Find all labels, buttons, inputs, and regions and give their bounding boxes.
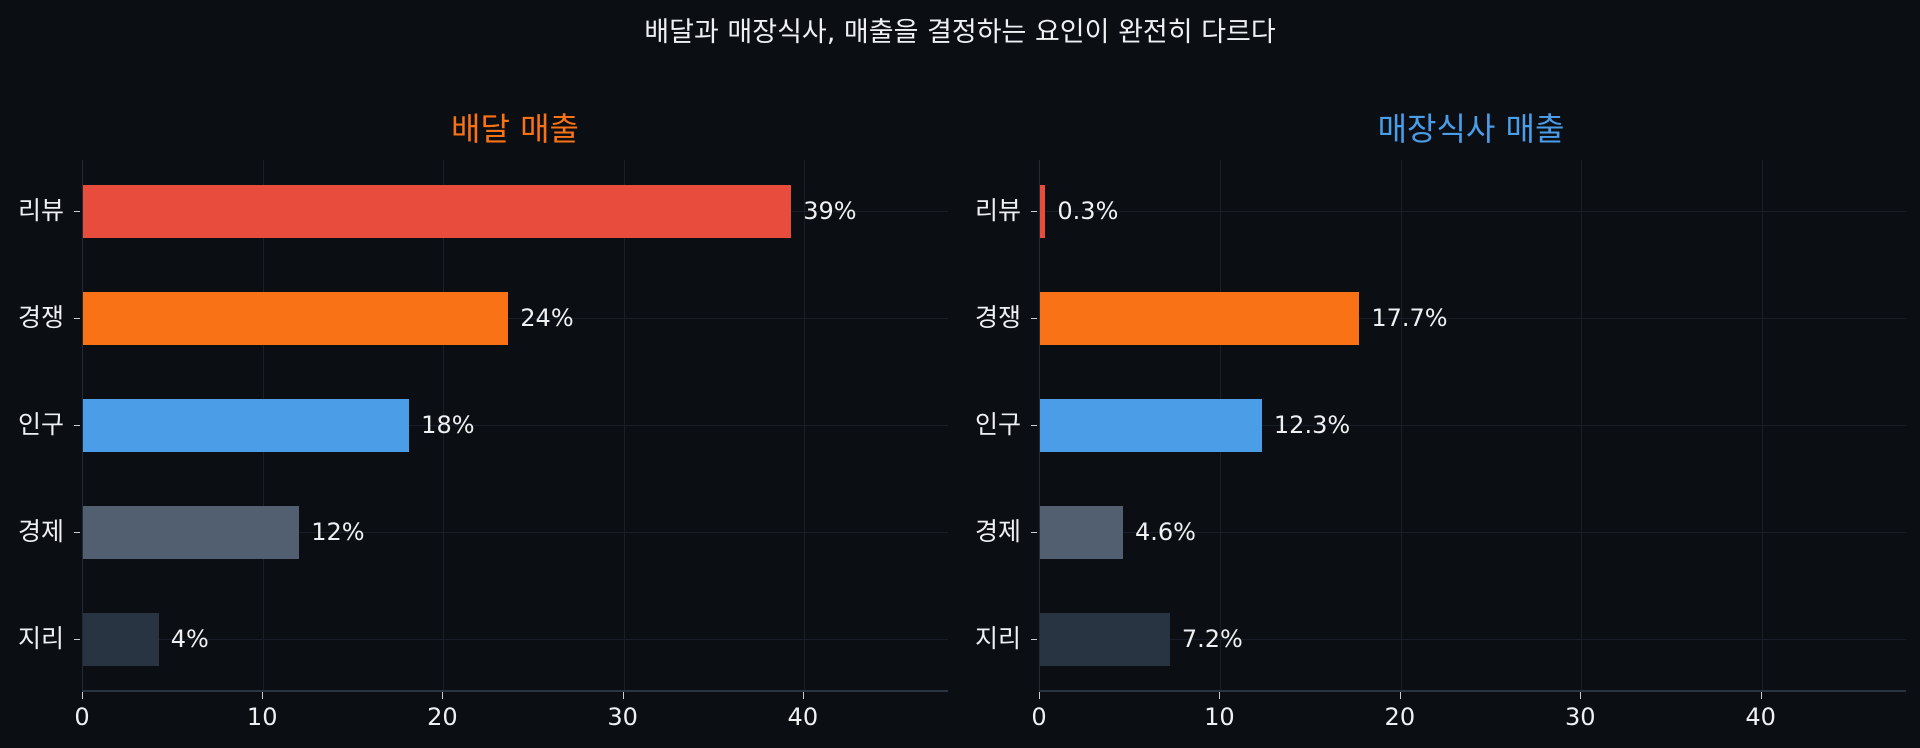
delivery-bar-review — [83, 185, 792, 238]
dinein-value-label-review: 0.3% — [1057, 197, 1119, 225]
dinein-category-label-geography: 지리 — [974, 624, 1021, 653]
x-tick-mark — [622, 692, 624, 699]
x-tick-mark — [1399, 692, 1401, 699]
dinein-panel-title: 매장식사 매출 — [1377, 110, 1565, 148]
dinein-x-tick-label: 40 — [1745, 703, 1776, 731]
dinein-value-label-geography: 7.2% — [1181, 625, 1243, 653]
delivery-x-tick-label: 40 — [787, 703, 819, 731]
x-tick-mark — [802, 692, 804, 699]
delivery-x-tick-label: 0 — [74, 703, 90, 731]
dinein-value-label-economy: 4.6% — [1134, 518, 1196, 546]
dinein-category-label-economy: 경제 — [974, 517, 1021, 546]
dinein-value-label-competition: 17.7% — [1371, 304, 1448, 332]
figure-title: 배달과 매장식사, 매출을 결정하는 요인이 완전히 다르다 — [644, 17, 1276, 48]
dinein-bar-population — [1040, 399, 1262, 452]
delivery-bar-economy — [83, 506, 300, 559]
y-tick-mark — [1031, 425, 1037, 426]
y-tick-mark — [74, 211, 80, 212]
y-tick-mark — [74, 639, 80, 640]
horizontal-gridline — [1040, 318, 1906, 319]
horizontal-gridline — [1040, 639, 1906, 640]
x-tick-mark — [262, 692, 264, 699]
dinein-bar-economy — [1040, 506, 1123, 559]
x-tick-mark — [1039, 692, 1040, 699]
delivery-category-label-geography: 지리 — [17, 624, 64, 653]
delivery-plot-area: 39% 24% 18% 12% 4% — [82, 160, 948, 692]
delivery-value-label-review: 39% — [803, 197, 857, 225]
delivery-category-label-population: 인구 — [17, 410, 64, 439]
delivery-bar-population — [83, 399, 410, 452]
y-tick-mark — [1031, 318, 1037, 319]
x-tick-mark — [1580, 692, 1582, 699]
dinein-category-label-review: 리뷰 — [974, 196, 1021, 225]
horizontal-gridline — [83, 639, 948, 640]
dinein-category-label-population: 인구 — [974, 410, 1021, 439]
y-tick-mark — [74, 318, 80, 319]
dinein-value-label-population: 12.3% — [1273, 411, 1351, 439]
horizontal-gridline — [1040, 211, 1906, 212]
y-tick-mark — [1031, 639, 1037, 640]
y-tick-mark — [74, 532, 80, 533]
y-tick-mark — [1031, 532, 1037, 533]
dinein-x-tick-label: 10 — [1204, 703, 1235, 731]
dinein-bar-competition — [1040, 292, 1360, 345]
delivery-bar-competition — [83, 292, 509, 345]
delivery-x-tick-label: 30 — [607, 703, 638, 731]
x-tick-mark — [442, 692, 444, 699]
delivery-bar-geography — [83, 613, 159, 666]
y-tick-mark — [74, 425, 80, 426]
horizontal-gridline — [1040, 532, 1906, 533]
delivery-value-label-economy: 12% — [311, 518, 365, 546]
delivery-value-label-geography: 4% — [170, 625, 209, 653]
horizontal-gridline — [1040, 425, 1906, 426]
delivery-panel-title: 배달 매출 — [451, 110, 579, 148]
delivery-x-tick-label: 10 — [246, 703, 278, 731]
dinein-x-tick-label: 0 — [1031, 703, 1047, 731]
x-tick-mark — [1219, 692, 1221, 699]
dinein-x-tick-label: 20 — [1384, 703, 1416, 731]
y-tick-mark — [1031, 211, 1037, 212]
dinein-x-tick-label: 30 — [1564, 703, 1596, 731]
dinein-category-label-competition: 경쟁 — [974, 303, 1021, 332]
delivery-category-label-economy: 경제 — [17, 517, 64, 546]
delivery-category-label-competition: 경쟁 — [17, 303, 64, 332]
delivery-value-label-population: 18% — [421, 411, 475, 439]
delivery-x-tick-label: 20 — [427, 703, 458, 731]
dinein-plot-area: 0.3% 17.7% 12.3% 4.6% 7.2% — [1039, 160, 1906, 692]
delivery-value-label-competition: 24% — [520, 304, 574, 332]
dinein-bar-review — [1040, 185, 1046, 238]
horizontal-gridline — [83, 532, 948, 533]
delivery-category-label-review: 리뷰 — [17, 196, 64, 225]
horizontal-gridline — [83, 318, 948, 319]
x-tick-mark — [1760, 692, 1762, 699]
horizontal-gridline — [83, 425, 948, 426]
x-tick-mark — [82, 692, 83, 699]
dinein-bar-geography — [1040, 613, 1170, 666]
